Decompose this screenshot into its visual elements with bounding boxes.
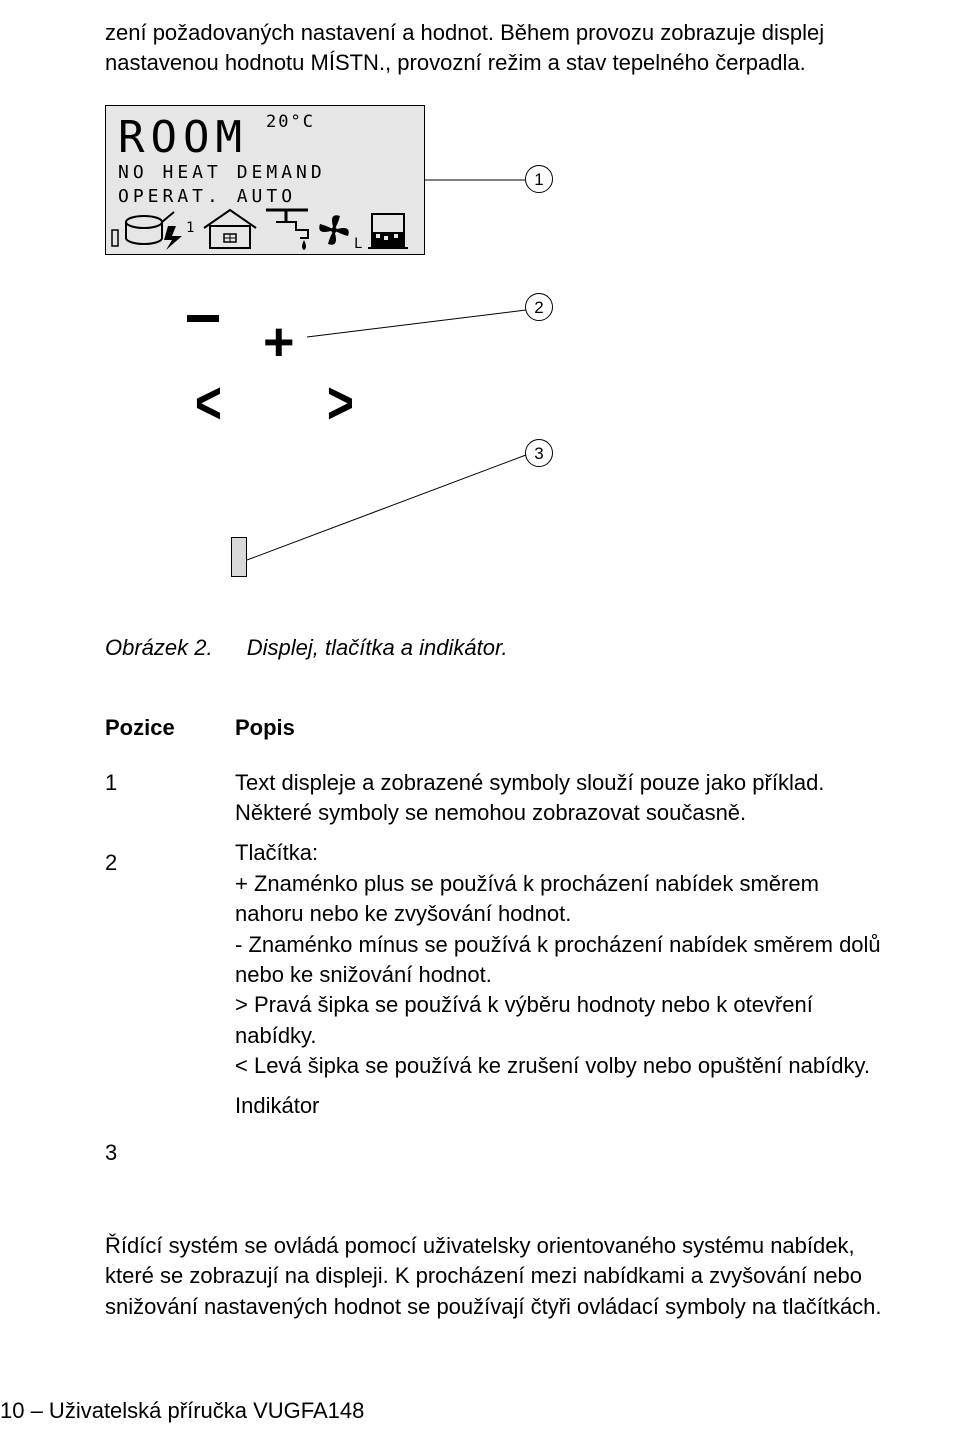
table-row: 3 [105,1138,235,1168]
lcd-display: ROOM 20°C NO HEAT DEMAND OPERAT. AUTO 1 [105,105,425,255]
table-row: 2 [105,848,235,878]
table-cell: Text displeje a zobrazené symboly slouží… [235,768,890,829]
lcd-icon-row: 1 [110,208,422,252]
keypad: + < > [187,315,367,483]
lcd-room-label: ROOM [118,112,248,163]
tap-icon [266,210,308,250]
table-subline: Tlačítka: [235,838,890,868]
intro-paragraph: zení požadovaných nastavení a hodnot. Bě… [105,18,890,77]
figure-caption-text: Displej, tlačítka a indikátor. [247,635,508,660]
plus-button[interactable]: + [263,315,295,369]
svg-text:L: L [354,236,362,252]
body-paragraph: Řídící systém se ovládá pomocí uživatels… [105,1231,890,1322]
table-cell: Indikátor [235,1091,890,1121]
minus-button[interactable] [187,315,219,322]
figure-number: Obrázek 2. [105,635,213,660]
fan-icon [319,216,348,245]
table-subline: - Znaménko mínus se používá k procházení… [235,930,890,991]
callout-3: 3 [525,439,553,467]
lcd-temp: 20°C [266,112,315,132]
callout-2: 2 [525,293,553,321]
lightning-icon [164,226,182,250]
page-footer: 10 – Uživatelská příručka VUGFA148 [0,1398,364,1424]
lcd-status-line-1: NO HEAT DEMAND [118,162,326,183]
left-button[interactable]: < [195,372,222,432]
figure-caption: Obrázek 2. Displej, tlačítka a indikátor… [105,635,890,661]
table-subline: < Levá šipka se používá ke zrušení volby… [235,1051,890,1081]
table-row: 1 [105,768,235,798]
right-button[interactable]: > [327,372,354,432]
tank-icon [368,214,408,248]
indicator-led [231,537,247,577]
lcd-status-line-2: OPERAT. AUTO [118,186,296,207]
house-icon [204,210,256,248]
figure-display-buttons-indicator: ROOM 20°C NO HEAT DEMAND OPERAT. AUTO 1 [105,105,890,635]
table-header-position: Pozice [105,713,235,743]
table-header-description: Popis [235,713,890,743]
svg-text:1: 1 [186,220,194,236]
table-subline: + Znaménko plus se používá k procházení … [235,869,890,930]
legend-table: Pozice 1 2 3 Popis Text displeje a zobra… [105,713,890,1178]
table-cell: Tlačítka: + Znaménko plus se používá k p… [235,838,890,1081]
callout-1: 1 [525,165,553,193]
table-subline: > Pravá šipka se používá k výběru hodnot… [235,990,890,1051]
